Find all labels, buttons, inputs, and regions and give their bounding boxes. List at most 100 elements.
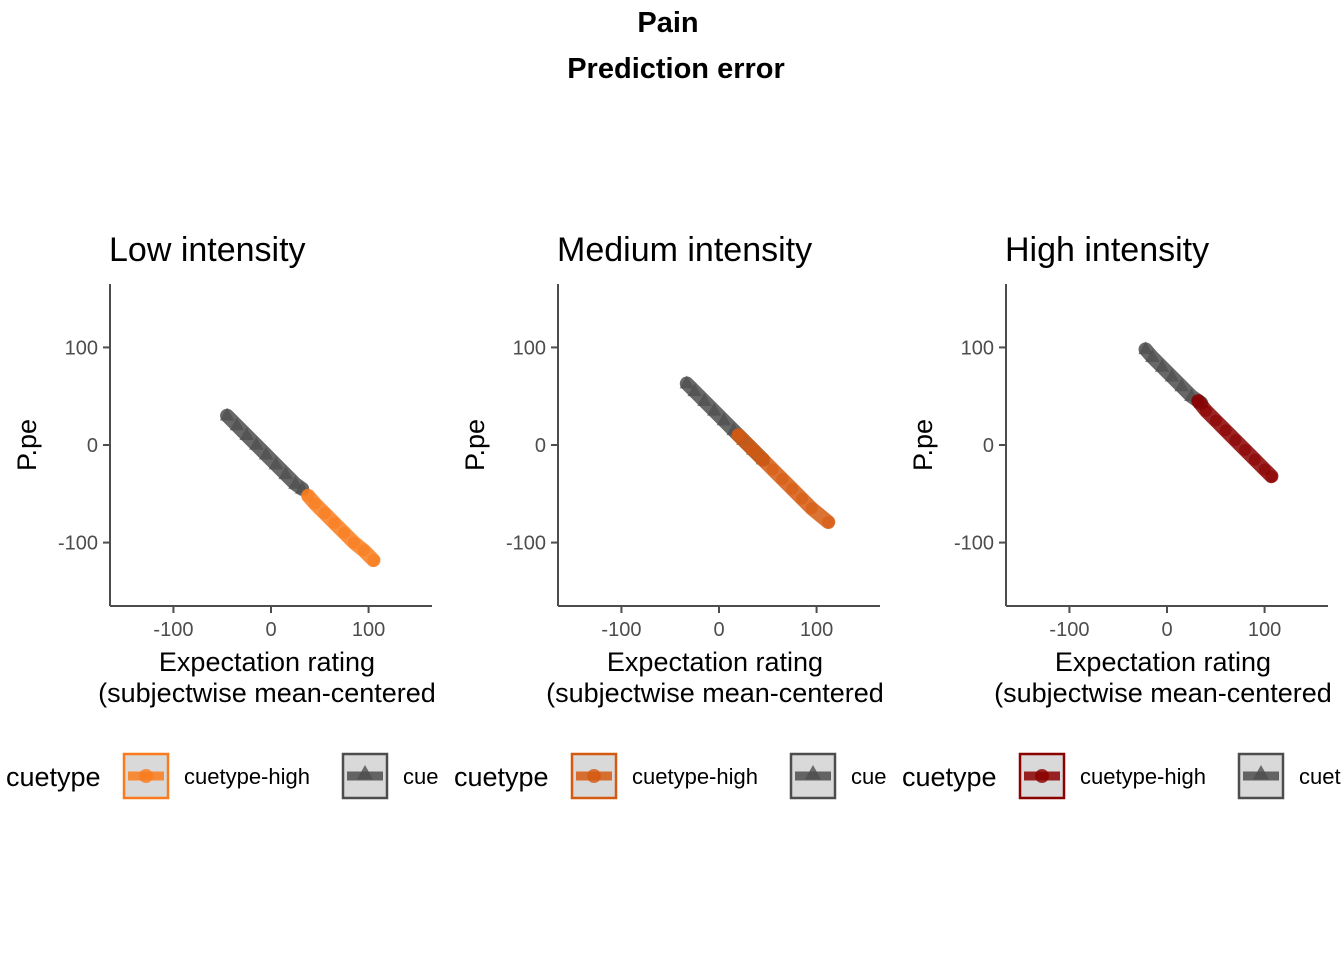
legend-label: cuetype-high (632, 764, 758, 789)
legend-key-cuetype-high (1018, 752, 1066, 800)
x-tick-label: -100 (601, 619, 641, 641)
panel-high-intensity: High intensity -100 0 100 -100 0 100 Expectat… (902, 231, 1341, 800)
legend-title: cuetype (454, 762, 549, 792)
panel-title: High intensity (1005, 231, 1209, 269)
legend-label: cuet (1299, 764, 1341, 789)
y-tick-label: 100 (513, 337, 546, 359)
data-point-cuetype-high (732, 429, 745, 442)
legend-key-triangle-icon (804, 765, 822, 780)
data-point-cuetype-low (1154, 358, 1170, 372)
x-axis-label-2: (subjectwise mean-centered (994, 678, 1332, 708)
panel-title: Low intensity (109, 231, 306, 269)
x-axis-label-2: (subjectwise mean-centered (98, 678, 436, 708)
data-point-cuetype-high (1248, 453, 1261, 466)
legend-key-triangle-icon (1252, 765, 1270, 780)
y-axis-label: P.pe (12, 419, 42, 471)
legend-key-triangle-icon (356, 765, 374, 780)
data-point-cuetype-high (1192, 395, 1205, 408)
data-point-cuetype-low (716, 412, 732, 426)
plot-area: -100 0 100 -100 0 100 (954, 284, 1328, 641)
data-point-cuetype-high (1239, 443, 1252, 456)
y-tick-label: 100 (961, 337, 994, 359)
y-tick-label: -100 (954, 533, 994, 555)
legend-label: cuetype-high (184, 764, 310, 789)
y-tick-label: -100 (58, 533, 98, 555)
legend-key-cuetype-low (789, 752, 837, 800)
data-point-cuetype-high (367, 554, 380, 567)
x-axis-label: Expectation rating (1055, 647, 1271, 677)
data-point-cuetype-high (786, 482, 799, 495)
data-point-cuetype-high (805, 502, 818, 515)
data-point-cuetype-high (776, 473, 789, 486)
data-point-cuetype-high (795, 492, 808, 505)
x-tick-label: 0 (265, 619, 276, 641)
data-point-cuetype-low (1138, 341, 1153, 355)
y-tick-label: 0 (535, 435, 546, 457)
legend: cuetype cuetype-high cue (6, 752, 438, 800)
legend-key-circle-icon (1035, 769, 1049, 783)
figure-title: Pain (637, 7, 698, 39)
data-point-cuetype-low (706, 402, 722, 416)
legend-key-cuetype-low (1237, 752, 1285, 800)
data-point-cuetype-high (766, 463, 779, 476)
legend-key-cuetype-high (122, 752, 170, 800)
legend-key-circle-icon (587, 769, 601, 783)
data-point-cuetype-high (822, 516, 835, 529)
y-tick-label: -100 (506, 533, 546, 555)
figure-subtitle: Prediction error (567, 53, 785, 85)
legend-key-circle-icon (139, 769, 153, 783)
legend: cuetype cuetype-high cuet (902, 752, 1341, 800)
legend-key-cuetype-low (341, 752, 389, 800)
x-tick-label: 100 (1248, 619, 1281, 641)
y-axis-label: P.pe (460, 419, 490, 471)
data-point-cuetype-low (288, 476, 303, 489)
data-point-cuetype-high (756, 453, 769, 466)
data-point-cuetype-low (679, 375, 694, 389)
legend-key-cuetype-high (570, 752, 618, 800)
data-point-cuetype-low (258, 446, 274, 460)
data-point-cuetype-low (687, 383, 702, 397)
legend-title: cuetype (902, 762, 997, 792)
data-point-cuetype-high (1200, 404, 1213, 417)
x-tick-label: 0 (1161, 619, 1172, 641)
panel-low-intensity: Low intensity -100 0 100 -100 0 100 Expectati… (6, 231, 438, 800)
data-point-cuetype-high (347, 536, 360, 549)
panel-medium-intensity: Medium intensity -100 0 100 -100 0 100 Expect… (454, 231, 886, 800)
data-point-cuetype-low (229, 417, 245, 431)
data-point-cuetype-low (239, 427, 254, 441)
data-point-cuetype-high (1209, 414, 1222, 427)
legend-label: cue (403, 764, 438, 789)
legend-label: cue (851, 764, 886, 789)
legend: cuetype cuetype-high cue (454, 752, 886, 800)
data-point-cuetype-high (318, 507, 331, 520)
x-tick-label: -100 (153, 619, 193, 641)
x-axis-label: Expectation rating (159, 647, 375, 677)
x-axis-label: Expectation rating (607, 647, 823, 677)
y-tick-label: 0 (983, 435, 994, 457)
data-point-cuetype-low (1174, 378, 1189, 392)
data-point-cuetype-low (249, 437, 264, 450)
data-point-cuetype-low (697, 393, 712, 406)
x-axis-label-2: (subjectwise mean-centered (546, 678, 884, 708)
legend-label: cuetype-high (1080, 764, 1206, 789)
data-point-cuetype-low (1145, 349, 1160, 362)
legend-title: cuetype (6, 762, 101, 792)
data-point-cuetype-low (278, 466, 293, 480)
data-point-cuetype-high (357, 544, 370, 557)
data-point-cuetype-low (219, 407, 235, 421)
data-point-cuetype-high (338, 526, 351, 539)
data-point-cuetype-high (1219, 424, 1232, 437)
data-point-cuetype-high (747, 443, 760, 456)
data-point-cuetype-low (268, 456, 284, 470)
plot-area: -100 0 100 -100 0 100 (58, 284, 432, 641)
data-point-cuetype-high (328, 517, 341, 530)
data-point-cuetype-low (1164, 368, 1180, 382)
x-tick-label: 100 (800, 619, 833, 641)
data-point-cuetype-high (1265, 470, 1278, 483)
panel-title: Medium intensity (557, 231, 812, 269)
x-tick-label: 100 (352, 619, 385, 641)
y-axis-label: P.pe (908, 419, 938, 471)
data-point-cuetype-high (308, 497, 321, 510)
data-point-cuetype-high (1229, 434, 1242, 447)
